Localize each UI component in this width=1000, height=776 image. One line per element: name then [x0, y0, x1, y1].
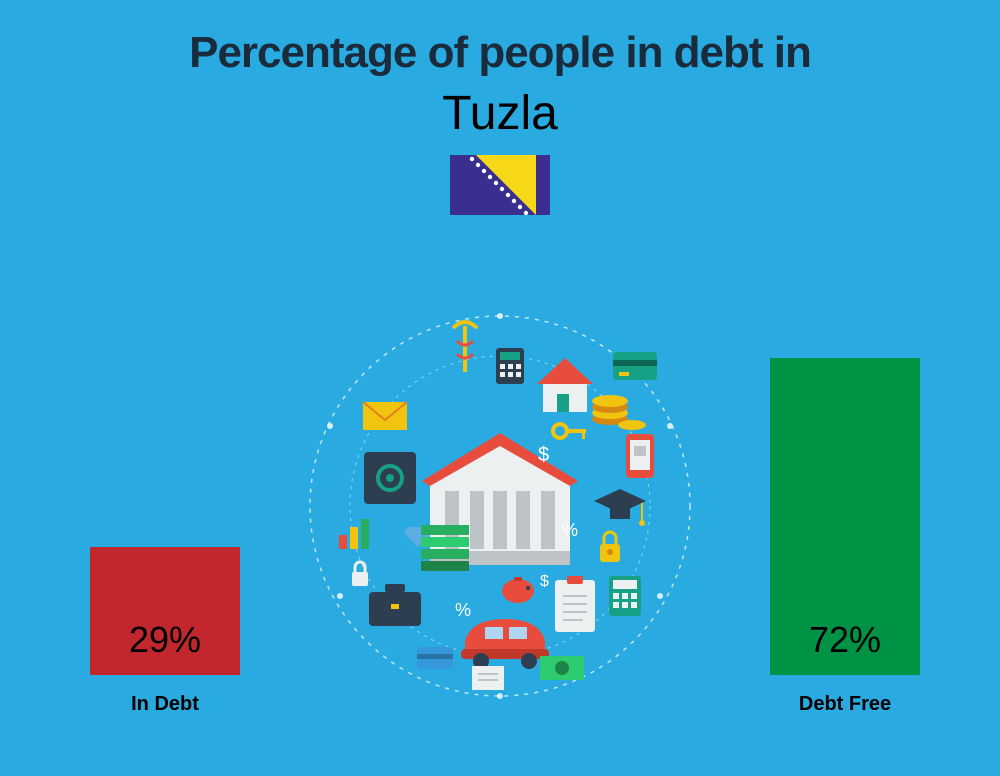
dollar-icon: $	[538, 444, 549, 466]
briefcase-icon	[369, 584, 421, 626]
key-icon	[553, 424, 586, 439]
dollar-icon: $	[540, 573, 549, 590]
flag-icon	[450, 155, 550, 215]
lock-icon	[352, 562, 368, 586]
credit-card-icon	[613, 352, 657, 380]
caduceus-icon	[453, 322, 477, 372]
page-title: Percentage of people in debt in	[0, 0, 1000, 78]
percent-icon: %	[455, 600, 471, 620]
chart-icon	[339, 519, 369, 549]
bar-in_debt: 29% In Debt	[90, 547, 240, 716]
card-icon	[417, 647, 453, 669]
bar-rect: 72%	[770, 358, 920, 675]
page-subtitle: Tuzla	[0, 86, 1000, 141]
note-icon	[472, 666, 504, 690]
calculator-icon	[496, 348, 524, 384]
money-bill-icon	[540, 656, 584, 680]
piggy-bank-icon	[502, 577, 534, 603]
envelope-icon	[363, 402, 407, 430]
calculator-icon	[609, 576, 641, 616]
clipboard-icon	[555, 576, 595, 632]
safe-icon	[364, 452, 416, 504]
bar-rect: 29%	[90, 547, 240, 675]
graduation-cap-icon	[594, 489, 646, 526]
smartphone-icon	[626, 434, 654, 478]
coins-icon	[592, 395, 646, 430]
bar-value: 72%	[809, 619, 881, 675]
chart-area: % % $ $	[0, 236, 1000, 716]
finance-illustration: % % $ $	[300, 306, 700, 706]
percent-icon: %	[562, 520, 578, 540]
bar-value: 29%	[129, 619, 201, 675]
bar-label: In Debt	[90, 693, 240, 716]
house-icon	[537, 358, 593, 412]
bar-debt_free: 72% Debt Free	[770, 358, 920, 716]
car-icon	[461, 619, 549, 669]
gold-lock-icon	[600, 532, 620, 562]
bar-label: Debt Free	[770, 693, 920, 716]
